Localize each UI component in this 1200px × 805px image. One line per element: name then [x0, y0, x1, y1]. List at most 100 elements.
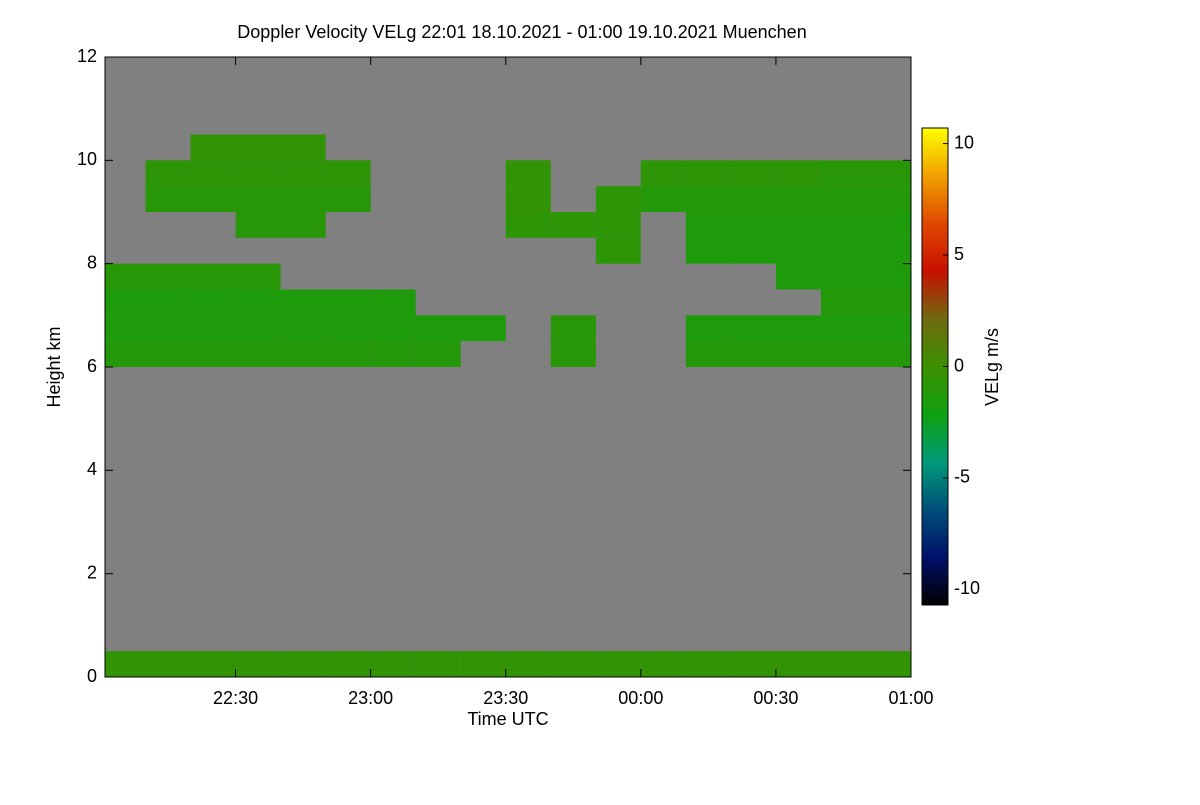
heatmap-cell [685, 186, 731, 212]
y-tick-label: 6 [87, 356, 97, 376]
heatmap-cell [775, 212, 821, 238]
heatmap-cell [190, 315, 236, 342]
heatmap-cell [685, 315, 731, 342]
heatmap-cell [505, 212, 551, 238]
x-tick-label: 22:30 [213, 688, 258, 708]
heatmap-cell [190, 134, 236, 161]
x-tick-label: 00:30 [753, 688, 798, 708]
heatmap-cell [775, 651, 821, 677]
colorbar-tick-label: 0 [954, 355, 964, 375]
heatmap-cell [235, 263, 281, 290]
colorbar-tick-label: -10 [954, 578, 980, 598]
heatmap-cell [460, 315, 506, 342]
heatmap-cell [595, 237, 641, 264]
heatmap-cell [415, 315, 461, 342]
heatmap-cell [685, 237, 731, 264]
heatmap-cell [370, 289, 416, 316]
heatmap-cell [775, 237, 821, 264]
heatmap-cell [190, 651, 236, 677]
heatmap-cell [775, 341, 821, 367]
heatmap-cell [820, 263, 866, 290]
heatmap-cell [685, 160, 731, 187]
heatmap-cell [730, 186, 776, 212]
heatmap-cell [145, 160, 191, 187]
heatmap-cell [865, 212, 911, 238]
heatmap-cell [145, 315, 191, 342]
heatmap-cell [325, 341, 371, 367]
heatmap-cell [235, 212, 281, 238]
heatmap-cell [865, 651, 911, 677]
heatmap-cell [730, 237, 776, 264]
heatmap-cell [775, 186, 821, 212]
heatmap-cell [820, 212, 866, 238]
heatmap-cell [730, 212, 776, 238]
heatmap-cell [865, 160, 911, 187]
heatmap-cell [325, 160, 371, 187]
y-axis-label: Height km [44, 326, 64, 407]
heatmap-cell [595, 186, 641, 212]
chart-title: Doppler Velocity VELg 22:01 18.10.2021 -… [237, 22, 806, 42]
x-tick-label: 00:00 [618, 688, 663, 708]
heatmap-cell [820, 237, 866, 264]
heatmap-cell [775, 263, 821, 290]
heatmap-cell [235, 160, 281, 187]
heatmap-cell [370, 341, 416, 367]
heatmap-cell [640, 160, 686, 187]
heatmap-cell [505, 186, 551, 212]
heatmap-cell [190, 186, 236, 212]
y-tick-label: 8 [87, 252, 97, 272]
heatmap-cell [685, 212, 731, 238]
heatmap-cell [190, 263, 236, 290]
heatmap-cell [145, 186, 191, 212]
heatmap-cell [865, 289, 911, 316]
heatmap-cell [460, 651, 506, 677]
heatmap-cell [235, 134, 281, 161]
heatmap-cell [820, 651, 866, 677]
heatmap-cell [685, 651, 731, 677]
heatmap-cell [325, 315, 371, 342]
heatmap-cell [820, 341, 866, 367]
y-tick-label: 0 [87, 666, 97, 686]
colorbar-tick-label: -5 [954, 467, 970, 487]
heatmap-cell [105, 651, 146, 677]
heatmap-cell [280, 134, 326, 161]
heatmap-cell [595, 212, 641, 238]
x-tick-label: 23:30 [483, 688, 528, 708]
heatmap-cell [550, 341, 596, 367]
heatmap-cell [550, 212, 596, 238]
heatmap-cell [820, 315, 866, 342]
heatmap-cell [415, 651, 461, 677]
heatmap-cell [640, 186, 686, 212]
heatmap-cell [145, 263, 191, 290]
heatmap-cell [280, 651, 326, 677]
heatmap-cell [595, 651, 641, 677]
heatmap-cell [730, 160, 776, 187]
heatmap-cell [280, 341, 326, 367]
heatmap-cell [865, 186, 911, 212]
y-tick-label: 2 [87, 562, 97, 582]
heatmap-cell [415, 341, 461, 367]
heatmap-cell [730, 341, 776, 367]
heatmap-cell [775, 160, 821, 187]
heatmap-cell [235, 651, 281, 677]
heatmap-cell [105, 263, 146, 290]
colorbar-label: VELg m/s [982, 328, 1002, 406]
heatmap-cell [190, 160, 236, 187]
x-tick-label: 23:00 [348, 688, 393, 708]
heatmap-cell [865, 341, 911, 367]
heatmap-cell [235, 341, 281, 367]
heatmap-cell [280, 160, 326, 187]
colorbar-tick-label: 5 [954, 244, 964, 264]
heatmap-cell [325, 186, 371, 212]
heatmap-cell [280, 186, 326, 212]
heatmap-cell [730, 651, 776, 677]
heatmap-cell [235, 315, 281, 342]
heatmap-cell [105, 341, 146, 367]
heatmap-cell [865, 237, 911, 264]
heatmap-cell [190, 341, 236, 367]
heatmap-cell [370, 315, 416, 342]
heatmap-cell [235, 289, 281, 316]
heatmap-cell [775, 315, 821, 342]
heatmap-cell [685, 341, 731, 367]
